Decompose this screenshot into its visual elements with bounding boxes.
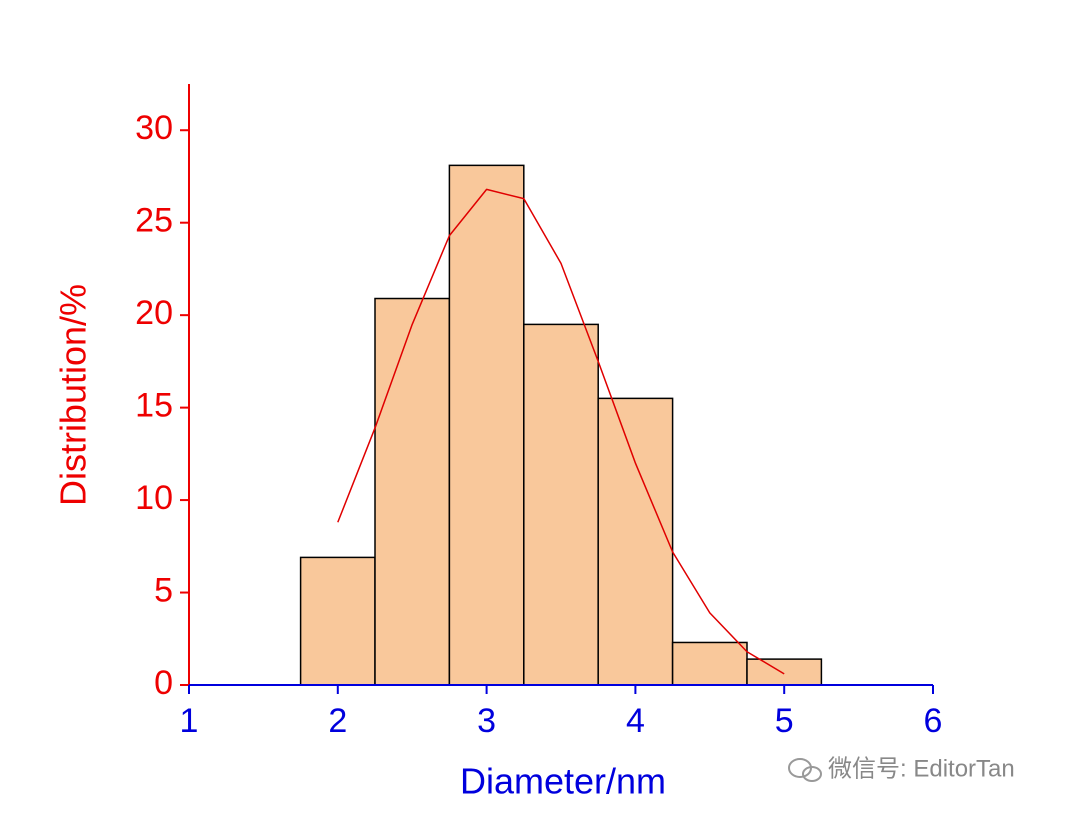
y-tick-label: 20 — [135, 294, 173, 332]
bar — [671, 641, 748, 686]
x-tick-label: 4 — [626, 702, 645, 740]
x-axis-label: Diameter/nm — [460, 761, 666, 802]
bar — [448, 164, 525, 686]
fit-curve — [337, 188, 785, 675]
bar — [597, 397, 674, 686]
bar — [746, 658, 823, 686]
y-tick-label: 5 — [154, 572, 173, 610]
y-tick-label: 0 — [154, 664, 173, 702]
y-tick-label: 30 — [135, 109, 173, 147]
y-tick-label: 15 — [135, 387, 173, 425]
x-tick-label: 3 — [477, 702, 496, 740]
watermark: 微信号: EditorTan — [828, 755, 1015, 782]
x-tick-label: 1 — [180, 702, 199, 740]
bar — [374, 297, 451, 686]
y-axis-label: Distribution/% — [53, 284, 94, 506]
bar — [299, 556, 376, 686]
x-tick-label: 2 — [328, 702, 347, 740]
bar — [523, 323, 599, 686]
x-tick-label: 5 — [775, 702, 794, 740]
y-tick-label: 10 — [135, 479, 173, 517]
y-tick-label: 25 — [135, 202, 173, 240]
x-tick-label: 6 — [924, 702, 943, 740]
watermark-icon — [788, 758, 822, 782]
